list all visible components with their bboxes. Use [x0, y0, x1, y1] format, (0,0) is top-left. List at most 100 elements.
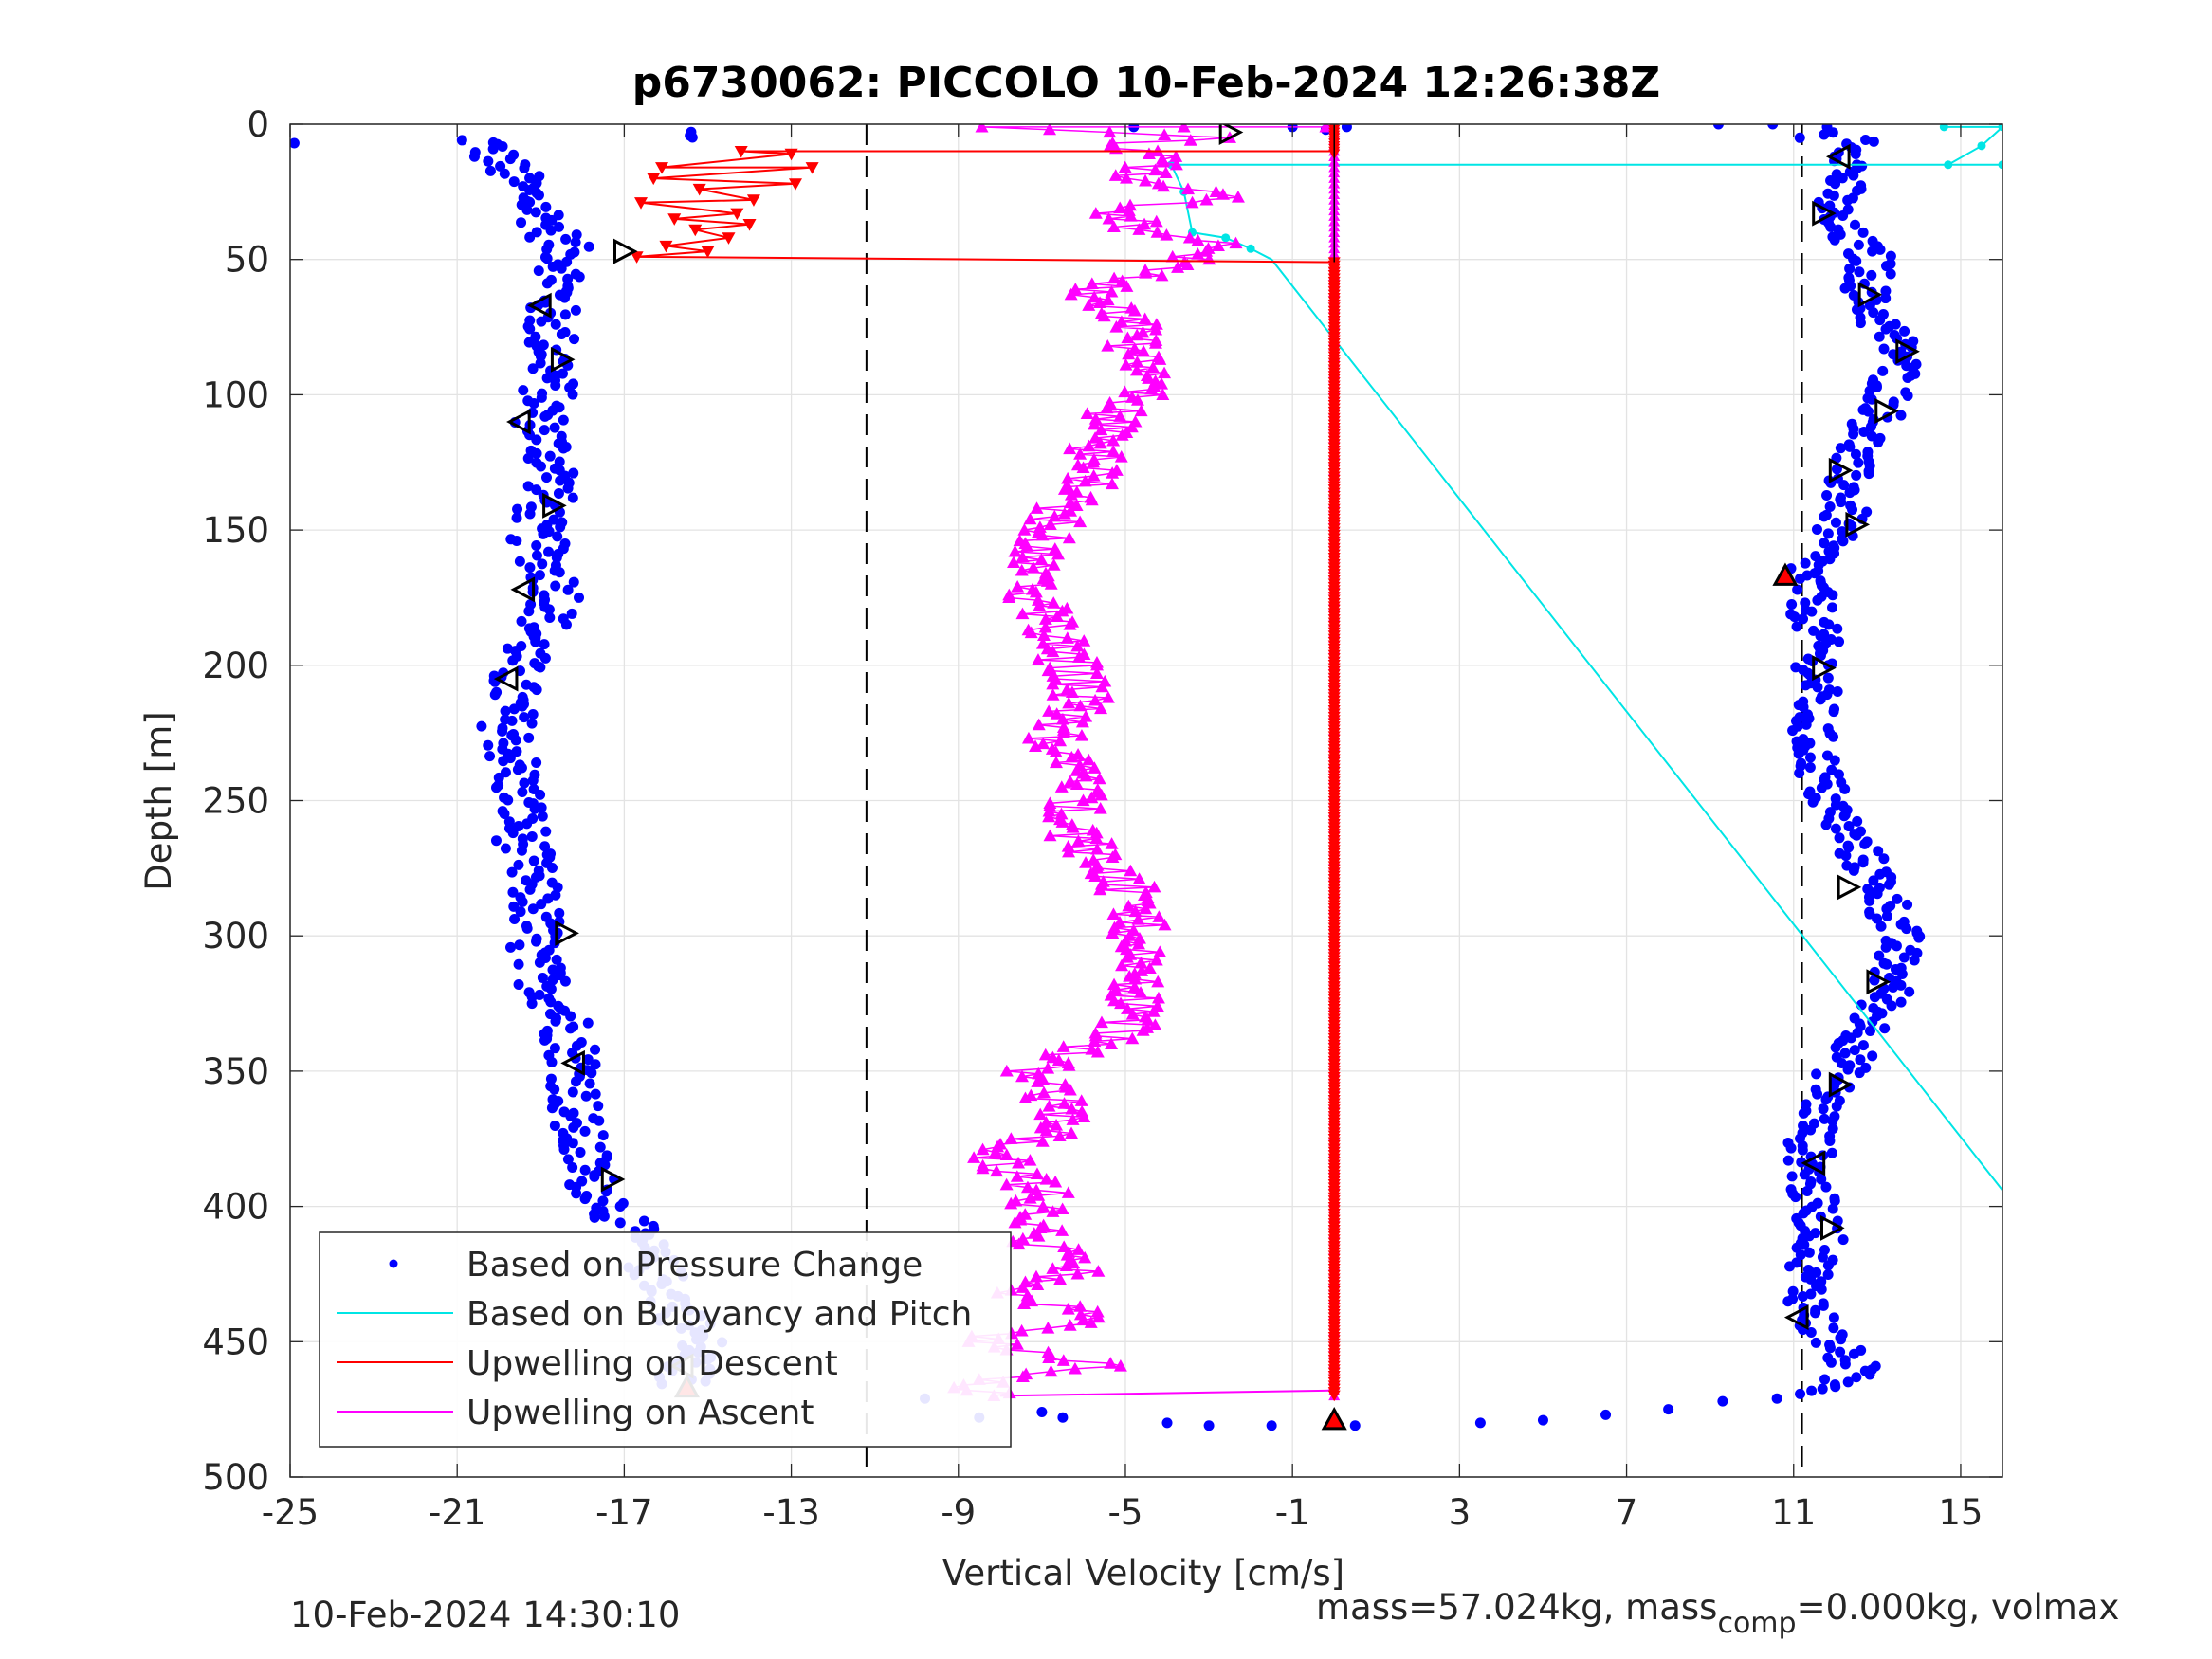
pressure-point	[1474, 1417, 1486, 1429]
pressure-point	[1796, 1157, 1807, 1168]
descent-point	[805, 162, 819, 174]
dive-marker-right	[542, 492, 567, 519]
pressure-point	[1806, 606, 1818, 617]
pressure-point	[1820, 1094, 1832, 1105]
ascent-point	[1072, 758, 1087, 771]
pressure-point	[487, 143, 499, 155]
ascent-point	[967, 1151, 981, 1163]
pressure-point	[562, 584, 574, 595]
footer-mass-sub: comp	[1717, 1607, 1796, 1640]
x-tick-label: -1	[1275, 1492, 1310, 1533]
ascent-point	[1149, 334, 1163, 346]
descent-point	[688, 224, 703, 237]
ascent-point	[1201, 242, 1216, 254]
pressure-point	[551, 552, 562, 563]
pressure-point	[614, 1200, 626, 1212]
pressure-point	[1867, 1016, 1878, 1028]
ascent-point	[1132, 932, 1146, 944]
ascent-point	[1122, 899, 1136, 912]
ascent-point	[1038, 1048, 1052, 1061]
pressure-point	[1712, 124, 1724, 130]
pressure-point	[484, 751, 496, 762]
pressure-point	[543, 604, 555, 615]
pressure-point	[524, 231, 536, 243]
ascent-point	[999, 1064, 1014, 1077]
dive-marker-left	[527, 292, 552, 319]
ascent-point	[1088, 761, 1102, 774]
pressure-point	[1789, 611, 1801, 623]
pressure-point	[567, 492, 578, 503]
pressure-point	[512, 503, 523, 515]
pressure-point	[516, 615, 527, 627]
y-tick-label: 200	[202, 646, 269, 686]
pressure-point	[1850, 448, 1861, 460]
descent-point	[784, 148, 798, 161]
ascent-point	[1211, 239, 1225, 252]
pressure-point	[583, 241, 594, 252]
chart-title: p6730062: PICCOLO 10-Feb-2024 12:26:38Z	[632, 59, 1660, 107]
y-tick-label: 250	[202, 781, 269, 822]
ascent-point	[1091, 1265, 1106, 1277]
pressure-point	[1895, 979, 1907, 991]
pressure-point	[1797, 1144, 1808, 1156]
dive-marker-left	[493, 665, 519, 692]
ascent-point	[1108, 169, 1123, 181]
ascent-point	[1030, 1167, 1044, 1179]
ascent-point	[1053, 734, 1068, 747]
pressure-point	[1881, 958, 1892, 970]
ascent-point	[1026, 561, 1040, 574]
pressure-point	[555, 521, 566, 533]
pressure-point	[1826, 602, 1837, 613]
pressure-point	[1860, 134, 1872, 145]
pressure-point	[1805, 1288, 1817, 1300]
pressure-point	[568, 576, 579, 588]
ascent-point	[999, 1177, 1014, 1191]
pressure-point	[536, 899, 547, 910]
ascent-point	[1088, 207, 1103, 219]
pressure-point	[598, 1211, 610, 1222]
ascent-point	[1102, 211, 1116, 225]
pressure-point	[568, 1121, 579, 1133]
pressure-point	[1842, 194, 1854, 206]
ascent-point	[1112, 915, 1126, 928]
pressure-point	[524, 323, 536, 335]
pressure-point	[559, 309, 571, 320]
ascent-point	[1070, 639, 1085, 652]
pressure-point	[570, 304, 581, 316]
pressure-point	[1785, 1142, 1797, 1154]
y-tick-label: 450	[202, 1322, 269, 1362]
pressure-point	[524, 562, 536, 574]
ascent-point	[1033, 520, 1047, 533]
ascent-point	[1087, 452, 1101, 465]
dive-marker-right	[1820, 1214, 1845, 1241]
pressure-point	[1878, 343, 1890, 355]
ascent-point	[1029, 1269, 1043, 1283]
pressure-point	[541, 278, 553, 289]
ascent-point	[1071, 747, 1086, 760]
pressure-point	[508, 176, 520, 188]
pressure-point	[1854, 1067, 1865, 1079]
dive-marker-right	[555, 920, 579, 946]
dive-marker-right	[1874, 398, 1899, 425]
pressure-point	[1771, 1393, 1782, 1404]
legend-pressure-marker	[389, 1259, 398, 1268]
pressure-point	[590, 1088, 601, 1100]
pressure-point	[1816, 782, 1827, 793]
pressure-point	[535, 357, 546, 369]
pressure-point	[1862, 406, 1874, 417]
pressure-point	[565, 1111, 576, 1122]
ascent-point	[1090, 842, 1105, 855]
pressure-point	[1864, 1025, 1875, 1036]
pressure-point	[1898, 952, 1910, 963]
x-tick-label: 15	[1938, 1492, 1983, 1533]
pressure-point	[1794, 768, 1805, 779]
ascent-point	[1010, 1338, 1024, 1350]
pressure-point	[1827, 1115, 1838, 1126]
pressure-point	[1901, 923, 1912, 935]
ascent-point	[1075, 1104, 1089, 1118]
pressure-point	[1844, 441, 1856, 452]
legend: Based on Pressure Change Based on Buoyan…	[319, 1231, 1012, 1448]
ascent-point	[1050, 1118, 1064, 1131]
pressure-point	[1799, 1169, 1810, 1180]
pressure-point	[543, 546, 555, 557]
